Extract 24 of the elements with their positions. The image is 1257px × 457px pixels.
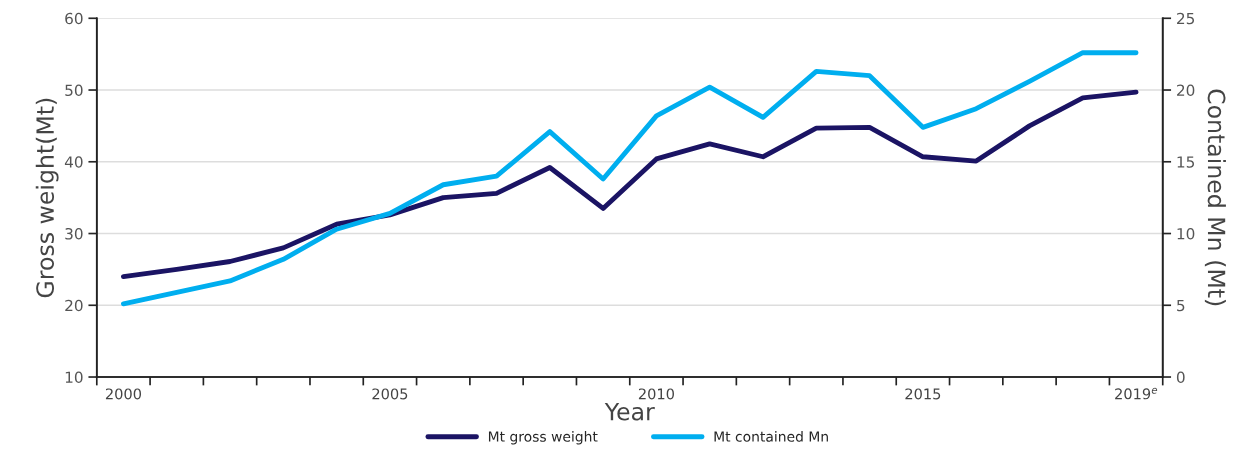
y-tick-label: 20	[65, 299, 83, 312]
line-series	[121, 50, 1139, 307]
y2-axis-title: Contained Mn (Mt)	[1204, 89, 1226, 306]
y-tick-label: 10	[65, 371, 83, 384]
y2-tick-label: 10	[1177, 227, 1195, 240]
y-tick-label: 40	[64, 156, 83, 168]
x-axis-title: Year	[604, 402, 655, 421]
line-series	[121, 89, 1139, 280]
x-tick-label: 2015	[905, 388, 941, 400]
y-tick-label: 60	[65, 12, 83, 25]
y-tick-label: 50	[65, 84, 83, 97]
y2-tick-label: 25	[1177, 12, 1195, 25]
x-tick-label: 2019$^{e}$	[1115, 387, 1158, 400]
x-tick-label: 2005	[372, 388, 408, 400]
y2-tick-label: 0	[1176, 371, 1185, 384]
y-tick-label: 30	[65, 227, 83, 240]
legend-label: Mt gross weight	[488, 431, 598, 445]
y2-tick-label: 20	[1177, 84, 1195, 97]
legend-label: Mt contained Mn	[714, 431, 828, 442]
y2-tick-label: 5	[1177, 299, 1185, 312]
y2-tick-label: 15	[1177, 156, 1195, 168]
x-tick-label: 2000	[105, 388, 142, 400]
x-tick-label: 2010	[638, 388, 674, 400]
y-axis-title: Gross weight(Mt)	[35, 98, 59, 298]
